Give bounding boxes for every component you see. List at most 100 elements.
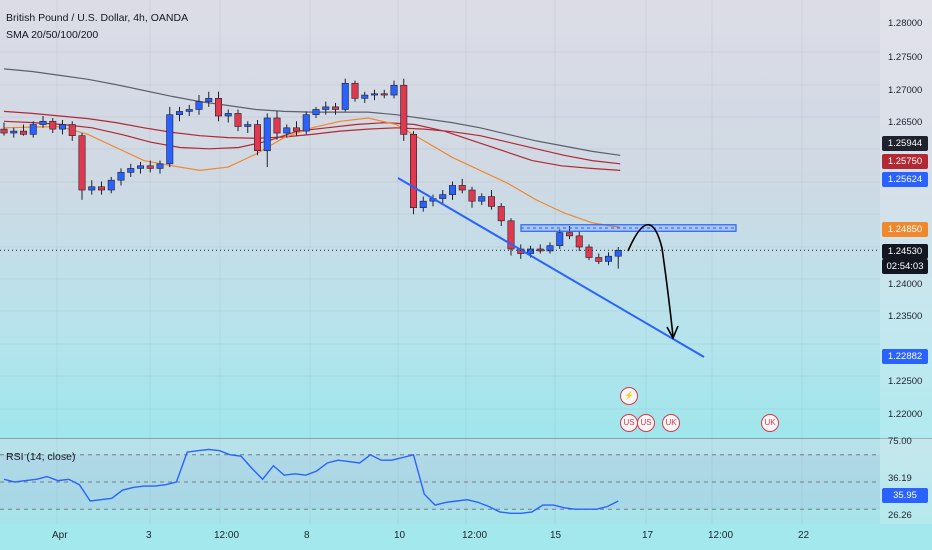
price-tick: 1.27500	[888, 52, 923, 63]
candle-body	[361, 94, 369, 99]
projection-arrow	[627, 223, 674, 337]
us-flag-icon[interactable]: US	[620, 414, 638, 432]
price-tick: 1.28000	[888, 18, 923, 29]
sma-50-line	[3, 120, 621, 171]
candle-body	[322, 106, 330, 110]
candle-body	[58, 124, 66, 130]
candle-body	[234, 113, 242, 127]
time-label: 8	[304, 530, 310, 541]
candle-body	[185, 109, 193, 112]
candle-body	[176, 111, 184, 116]
candle-body	[370, 93, 378, 96]
arrow-head-icon	[666, 325, 679, 340]
candle-body	[117, 172, 125, 181]
candle-body	[409, 134, 417, 209]
time-label: 22	[798, 530, 810, 541]
candle-body	[137, 165, 145, 169]
sma-200-badge: 1.25944	[882, 136, 928, 151]
candle-body	[244, 124, 252, 127]
last-price-badge: 1.24530	[882, 244, 928, 259]
time-label: Apr	[52, 530, 68, 541]
candle-body	[224, 113, 232, 117]
candle-body	[107, 179, 115, 191]
candle-body	[331, 106, 339, 110]
time-label: 17	[642, 530, 654, 541]
time-label: 12:00	[214, 530, 240, 541]
candle-body	[292, 127, 300, 132]
rsi-value-badge: 35.95	[882, 488, 928, 503]
main-chart-pane[interactable]	[0, 0, 932, 438]
sma-legend[interactable]: SMA 20/50/100/200	[6, 29, 99, 41]
candle-body	[614, 249, 622, 257]
symbol-legend[interactable]: British Pound / U.S. Dollar, 4h, OANDA	[6, 12, 189, 24]
candle-body	[273, 117, 281, 134]
price-tick: 1.22000	[888, 409, 923, 420]
candle-body	[478, 196, 486, 202]
candle-body	[263, 117, 271, 152]
sma-20-badge: 1.24850	[882, 222, 928, 237]
rsi-legend[interactable]: RSI (14, close)	[6, 451, 76, 463]
candle-body	[448, 185, 456, 195]
bar-countdown: 02:54:03	[882, 259, 928, 274]
rsi-tick: 75.00	[888, 436, 912, 447]
candle-body	[29, 124, 37, 135]
time-axis[interactable]	[0, 524, 932, 550]
price-tick: 1.26500	[888, 117, 923, 128]
candle-body	[98, 186, 106, 191]
candle-body	[390, 84, 398, 96]
candle-body	[78, 135, 86, 191]
candle-body	[439, 194, 447, 199]
pane-separator[interactable]	[0, 438, 932, 439]
candle-body	[497, 206, 505, 222]
candle-body	[156, 163, 164, 169]
uk-flag-icon[interactable]: UK	[662, 414, 680, 432]
candle-body	[419, 200, 427, 209]
candle-body	[146, 165, 154, 169]
candle-body	[595, 257, 603, 262]
candle-body	[487, 196, 495, 207]
candle-body	[546, 245, 554, 252]
trendline-price-badge: 1.22882	[882, 349, 928, 364]
candle-body	[49, 120, 57, 130]
candle-body	[302, 114, 310, 132]
lightning-icon[interactable]: ⚡	[620, 387, 638, 405]
candle-body	[88, 186, 96, 191]
candle-body	[205, 98, 213, 102]
candle-body	[195, 101, 203, 110]
uk-flag-icon[interactable]: UK	[761, 414, 779, 432]
sma-50-badge: 1.25624	[882, 172, 928, 187]
trendline	[397, 177, 705, 358]
candle-body	[458, 185, 466, 191]
rsi-tick: 36.19	[888, 473, 912, 484]
candle-body	[604, 255, 612, 262]
candle-body	[0, 128, 8, 134]
candle-body	[215, 98, 223, 117]
candle-body	[585, 246, 593, 258]
candle-body	[166, 114, 174, 165]
candle-body	[68, 124, 76, 136]
candle-body	[565, 232, 573, 237]
price-tick: 1.23500	[888, 311, 923, 322]
candle-body	[468, 189, 476, 202]
candle-body	[575, 235, 583, 248]
price-tick: 1.22500	[888, 376, 923, 387]
sma-100-badge: 1.25750	[882, 154, 928, 169]
candle-body	[39, 120, 47, 125]
sma-100-line	[3, 110, 621, 165]
time-label: 3	[146, 530, 152, 541]
candle-body	[283, 127, 291, 134]
price-tick: 1.27000	[888, 85, 923, 96]
candle-body	[312, 109, 320, 115]
us-flag-icon[interactable]: US	[637, 414, 655, 432]
sma-200-line	[3, 68, 621, 156]
candle-body	[10, 130, 18, 134]
rsi-tick: 26.26	[888, 510, 912, 521]
candle-body	[380, 93, 388, 96]
candle-body	[556, 232, 564, 247]
candle-body	[19, 130, 27, 135]
time-label: 15	[550, 530, 562, 541]
candle-body	[351, 82, 359, 99]
candle-body	[400, 84, 408, 135]
time-label: 12:00	[708, 530, 734, 541]
